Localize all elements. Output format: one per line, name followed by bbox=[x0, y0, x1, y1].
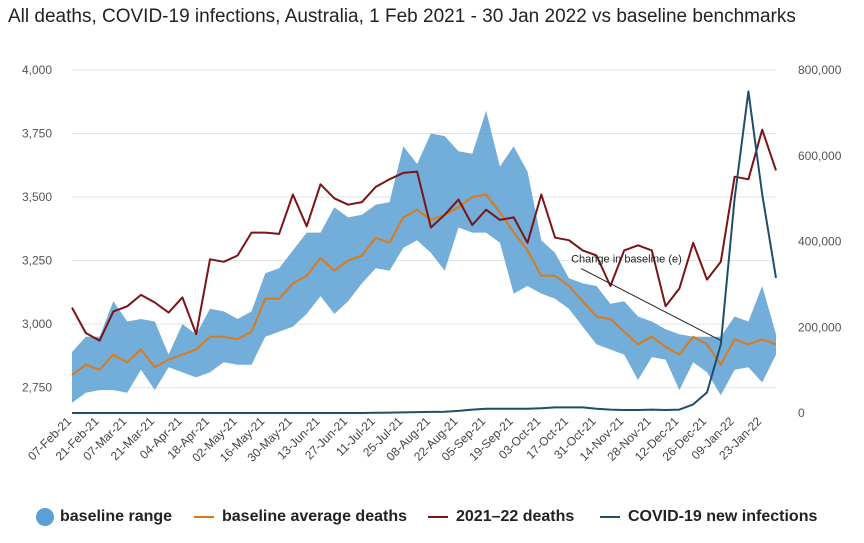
legend-swatch-baseline-range bbox=[36, 508, 54, 526]
legend-item-infections: COVID-19 new infections bbox=[600, 504, 817, 530]
legend-label-infections: COVID-19 new infections bbox=[628, 508, 818, 525]
y-right-tick-label: 400,000 bbox=[798, 235, 842, 249]
chart-plot: 2,750 3,000 3,250 3,500 3,750 4,000 0 200,000 40… bbox=[22, 63, 842, 465]
annotation-arrow bbox=[580, 268, 722, 342]
y-left-tick-label: 3,250 bbox=[22, 254, 52, 268]
legend: baseline range baseline average deaths 2… bbox=[0, 504, 864, 530]
series-line-covid-19-new-infections bbox=[72, 90, 777, 414]
legend-item-baseline-range: baseline range bbox=[36, 504, 172, 530]
y-left-tick-label: 2,750 bbox=[22, 381, 52, 395]
chart-title: All deaths, COVID-19 infections, Austral… bbox=[8, 6, 796, 27]
y-right-tick-label: 200,000 bbox=[798, 320, 842, 334]
y-left-tick-label: 3,750 bbox=[22, 127, 52, 141]
annotation-text: Change in baseline (e) bbox=[571, 254, 682, 266]
y-left-tick-label: 4,000 bbox=[22, 63, 52, 77]
legend-swatch-deaths bbox=[428, 516, 448, 518]
y-left-tick-label: 3,000 bbox=[22, 317, 52, 331]
y-left-tick-label: 3,500 bbox=[22, 190, 52, 204]
legend-swatch-baseline-average bbox=[194, 516, 214, 518]
legend-swatch-infections bbox=[600, 516, 620, 518]
y-right-tick-label: 600,000 bbox=[798, 149, 842, 163]
series-line-baseline-average-deaths bbox=[71, 193, 777, 376]
y-right-tick-label: 800,000 bbox=[798, 63, 842, 77]
legend-label-deaths: 2021–22 deaths bbox=[456, 508, 575, 525]
series-line-2021-22-deaths bbox=[71, 128, 777, 342]
y-right-tick-label: 0 bbox=[798, 406, 805, 420]
legend-label-baseline-average: baseline average deaths bbox=[222, 508, 407, 525]
legend-label-baseline-range: baseline range bbox=[60, 508, 173, 525]
legend-item-baseline-average: baseline average deaths bbox=[194, 504, 407, 530]
legend-item-deaths: 2021–22 deaths bbox=[428, 504, 574, 530]
series-baseline-range-band bbox=[72, 110, 776, 403]
